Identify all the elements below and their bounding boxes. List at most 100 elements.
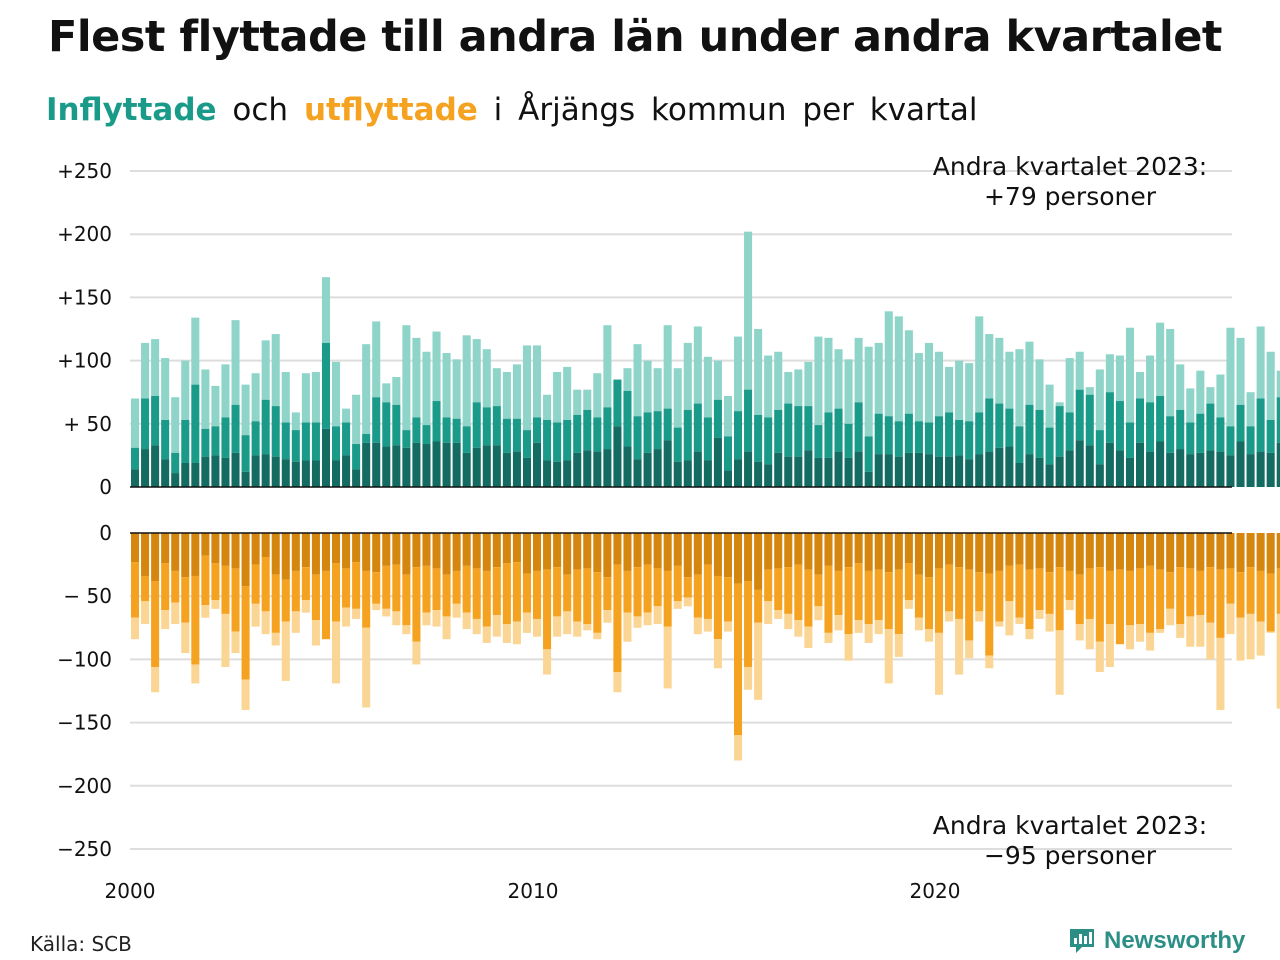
bar-to-other-counties bbox=[1246, 567, 1255, 614]
y-tick-upper: +150 bbox=[57, 285, 112, 309]
bar-emigration bbox=[372, 603, 381, 611]
bar-from-own-county bbox=[1196, 452, 1205, 487]
bar-immigration bbox=[764, 355, 773, 418]
bar-immigration bbox=[834, 349, 843, 409]
bar-to-other-counties bbox=[271, 574, 280, 633]
bar-immigration bbox=[191, 317, 200, 385]
bar-to-other-counties bbox=[191, 575, 200, 665]
bar-from-other-counties bbox=[955, 420, 964, 456]
bar-immigration bbox=[713, 360, 722, 400]
bar-from-own-county bbox=[643, 452, 652, 487]
bar-from-own-county bbox=[1085, 445, 1094, 487]
bar-to-own-county bbox=[935, 533, 944, 569]
bar-immigration bbox=[794, 369, 803, 407]
bar-from-other-counties bbox=[794, 406, 803, 457]
bar-immigration bbox=[784, 371, 793, 404]
bar-from-other-counties bbox=[583, 409, 592, 451]
bar-from-other-counties bbox=[151, 395, 160, 446]
bar-from-other-counties bbox=[522, 430, 531, 458]
bar-from-other-counties bbox=[844, 423, 853, 458]
bar-immigration bbox=[161, 358, 170, 421]
bar-from-other-counties bbox=[563, 420, 572, 461]
bar-from-other-counties bbox=[1236, 404, 1245, 442]
bar-immigration bbox=[754, 329, 763, 415]
bar-to-own-county bbox=[673, 533, 682, 566]
bar-emigration bbox=[834, 615, 843, 631]
bar-from-own-county bbox=[663, 440, 672, 487]
bar-from-own-county bbox=[1176, 449, 1185, 487]
bar-to-own-county bbox=[211, 533, 220, 564]
bar-immigration bbox=[251, 373, 260, 422]
bar-from-other-counties bbox=[1075, 389, 1084, 441]
bar-to-own-county bbox=[1035, 533, 1044, 569]
bar-from-own-county bbox=[543, 460, 552, 487]
bar-emigration bbox=[583, 624, 592, 631]
bar-from-own-county bbox=[563, 460, 572, 487]
bar-to-own-county bbox=[814, 533, 823, 575]
bar-emigration bbox=[1196, 615, 1205, 647]
y-tick-lower: −150 bbox=[57, 711, 112, 735]
bar-from-own-county bbox=[261, 454, 270, 487]
bar-immigration bbox=[412, 337, 421, 418]
bar-to-other-counties bbox=[844, 567, 853, 635]
bar-from-other-counties bbox=[633, 416, 642, 460]
bar-to-other-counties bbox=[362, 570, 371, 628]
y-tick-upper: +250 bbox=[57, 159, 112, 183]
bar-from-other-counties bbox=[774, 409, 783, 453]
bar-from-own-county bbox=[181, 462, 190, 487]
bar-from-own-county bbox=[131, 469, 140, 487]
bar-emigration bbox=[151, 666, 160, 693]
bar-from-other-counties bbox=[171, 452, 180, 474]
bar-from-own-county bbox=[422, 444, 431, 487]
bar-to-other-counties bbox=[422, 565, 431, 613]
bar-from-own-county bbox=[362, 442, 371, 487]
bar-from-other-counties bbox=[352, 444, 361, 470]
bar-immigration bbox=[734, 336, 743, 412]
bar-to-own-county bbox=[171, 533, 180, 571]
bar-from-own-county bbox=[764, 464, 773, 487]
bar-from-other-counties bbox=[754, 414, 763, 462]
bar-immigration bbox=[352, 394, 361, 445]
bar-from-own-county bbox=[211, 455, 220, 487]
bar-from-other-counties bbox=[945, 412, 954, 457]
bar-immigration bbox=[945, 366, 954, 413]
bar-emigration bbox=[914, 617, 923, 631]
bar-emigration bbox=[764, 601, 773, 625]
bar-emigration bbox=[1276, 613, 1280, 709]
bar-to-other-counties bbox=[1105, 570, 1114, 625]
bar-to-own-county bbox=[613, 533, 622, 565]
bar-to-other-counties bbox=[241, 586, 250, 680]
bar-to-own-county bbox=[965, 533, 974, 570]
bar-immigration bbox=[553, 371, 562, 423]
bar-emigration bbox=[955, 618, 964, 675]
bar-from-other-counties bbox=[191, 384, 200, 463]
bar-to-other-counties bbox=[181, 577, 190, 623]
bar-to-other-counties bbox=[1085, 568, 1094, 619]
bar-to-own-county bbox=[522, 533, 531, 574]
bar-to-own-county bbox=[442, 533, 451, 575]
bar-emigration bbox=[713, 639, 722, 669]
bar-from-other-counties bbox=[1105, 392, 1114, 443]
bar-immigration bbox=[332, 361, 341, 427]
bar-from-own-county bbox=[1015, 462, 1024, 487]
bar-from-own-county bbox=[573, 452, 582, 487]
bar-from-own-county bbox=[683, 460, 692, 487]
bar-from-own-county bbox=[1156, 441, 1165, 487]
bar-to-own-county bbox=[271, 533, 280, 575]
bar-immigration bbox=[261, 340, 270, 400]
bar-immigration bbox=[221, 364, 230, 418]
bar-immigration bbox=[392, 377, 401, 405]
bar-to-own-county bbox=[1156, 533, 1165, 570]
bar-immigration bbox=[1035, 359, 1044, 410]
bar-from-own-county bbox=[804, 450, 813, 487]
bar-from-own-county bbox=[553, 461, 562, 487]
bar-immigration bbox=[432, 331, 441, 402]
bar-from-other-counties bbox=[1156, 395, 1165, 442]
bar-immigration bbox=[774, 351, 783, 410]
bar-emigration bbox=[1166, 608, 1175, 626]
bar-immigration bbox=[593, 373, 602, 418]
bar-to-other-counties bbox=[1196, 570, 1205, 616]
bar-from-other-counties bbox=[1005, 408, 1014, 447]
bar-immigration bbox=[342, 408, 351, 423]
bar-immigration bbox=[543, 394, 552, 421]
